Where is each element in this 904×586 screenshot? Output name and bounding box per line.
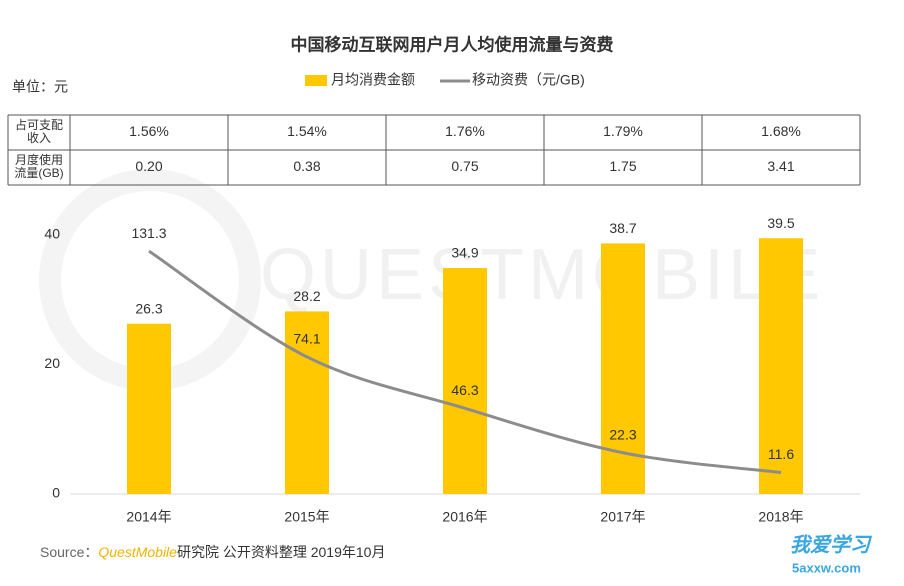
line-value-label: 46.3 <box>451 382 478 398</box>
bar-value-label: 39.5 <box>767 215 794 231</box>
x-tick-label: 2016年 <box>442 509 487 525</box>
x-tick-label: 2014年 <box>126 509 171 525</box>
legend-label: 移动资费（元/GB) <box>472 72 585 88</box>
source-brand: QuestMobile <box>98 544 177 560</box>
table-cell: 1.68% <box>761 123 801 139</box>
x-tick-label: 2018年 <box>758 509 803 525</box>
line-value-label: 22.3 <box>609 426 636 442</box>
table-cell: 1.76% <box>445 123 485 139</box>
y-tick-label: 40 <box>44 226 60 242</box>
source-rest: 研究院 公开资料整理 2019年10月 <box>177 544 386 560</box>
source-prefix: Source： <box>40 544 98 560</box>
bar <box>759 238 803 494</box>
logo-url: 5axxw.com <box>792 560 861 575</box>
table-row-label: 占可支配 <box>15 117 63 132</box>
legend-swatch <box>305 75 327 86</box>
bar <box>443 268 487 494</box>
bar-value-label: 34.9 <box>451 245 478 261</box>
line <box>148 249 782 475</box>
line-value-label: 74.1 <box>293 331 320 347</box>
bar-value-label: 26.3 <box>135 300 162 316</box>
line-value-label: 11.6 <box>768 446 794 462</box>
legend-label: 月均消费金额 <box>331 72 415 88</box>
table-cell: 1.79% <box>603 123 643 139</box>
table-cell: 0.75 <box>451 158 478 174</box>
x-tick-label: 2015年 <box>284 509 329 525</box>
unit-label: 单位：元 <box>12 79 68 95</box>
table-cell: 1.75 <box>609 158 636 174</box>
table-row-label: 流量(GB) <box>14 166 63 180</box>
chart-title: 中国移动互联网用户月人均使用流量与资费 <box>291 34 614 54</box>
line-value-label: 131.3 <box>131 225 166 241</box>
table-cell: 1.54% <box>287 123 327 139</box>
table-cell: 3.41 <box>767 158 794 174</box>
bar <box>127 323 171 494</box>
watermark: QUESTMOBILE <box>260 235 824 315</box>
bar <box>285 311 329 494</box>
table-row-label: 月度使用 <box>15 152 63 167</box>
y-tick-label: 20 <box>44 355 60 371</box>
x-tick-label: 2017年 <box>600 509 645 525</box>
table-cell: 1.56% <box>129 123 169 139</box>
bar-value-label: 38.7 <box>609 220 636 236</box>
table-cell: 0.20 <box>135 158 162 174</box>
logo-text: 我爱学习 <box>790 533 873 556</box>
table-row-label: 收入 <box>27 131 51 145</box>
table-cell: 0.38 <box>293 158 320 174</box>
y-tick-label: 0 <box>52 485 60 501</box>
source: Source：QuestMobile研究院 公开资料整理 2019年10月 <box>40 544 385 560</box>
bar-value-label: 28.2 <box>293 288 320 304</box>
